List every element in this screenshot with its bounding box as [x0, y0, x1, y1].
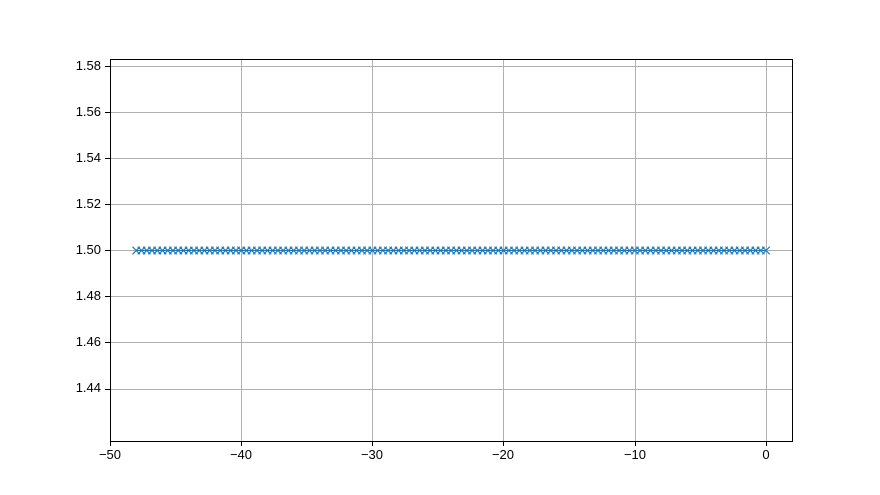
svg-text:−50: −50: [99, 447, 121, 462]
svg-text:1.46: 1.46: [76, 334, 101, 349]
svg-text:−10: −10: [624, 447, 646, 462]
svg-text:1.48: 1.48: [76, 288, 101, 303]
svg-text:−30: −30: [361, 447, 383, 462]
svg-text:1.54: 1.54: [76, 150, 101, 165]
svg-text:0: 0: [762, 447, 769, 462]
svg-text:−40: −40: [230, 447, 252, 462]
svg-text:1.56: 1.56: [76, 104, 101, 119]
svg-text:1.52: 1.52: [76, 196, 101, 211]
svg-text:1.50: 1.50: [76, 242, 101, 257]
svg-text:1.58: 1.58: [76, 58, 101, 73]
svg-text:−20: −20: [492, 447, 514, 462]
svg-text:1.44: 1.44: [76, 380, 101, 395]
